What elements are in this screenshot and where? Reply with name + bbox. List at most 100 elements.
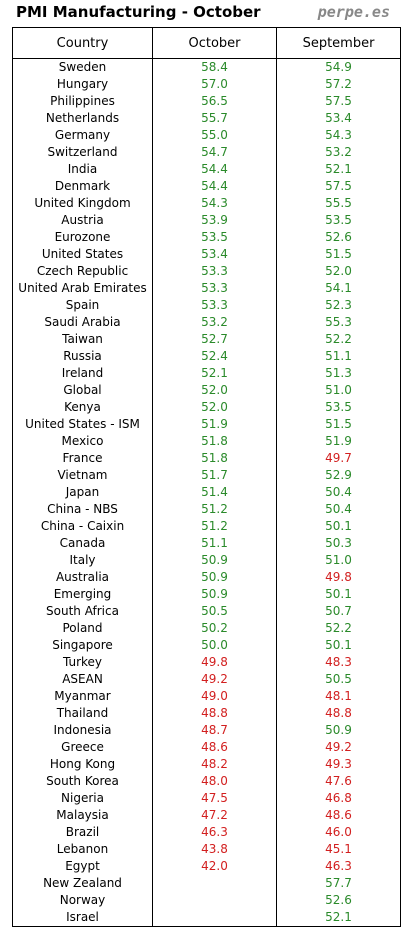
- october-value: 47.5: [152, 790, 277, 807]
- table-row: Germany 55.0 54.3: [12, 127, 401, 144]
- table-row: Eurozone 53.5 52.6: [12, 229, 401, 246]
- table-row: Russia 52.4 51.1: [12, 348, 401, 365]
- september-value: 51.1: [276, 348, 401, 365]
- table-row: ASEAN 49.2 50.5: [12, 671, 401, 688]
- september-value: 46.3: [276, 858, 401, 875]
- header-september: September: [276, 27, 401, 59]
- country-cell: Indonesia: [12, 722, 153, 739]
- october-value: 53.5: [152, 229, 277, 246]
- country-cell: United Arab Emirates: [12, 280, 153, 297]
- table-row: Myanmar 49.0 48.1: [12, 688, 401, 705]
- header-country: Country: [12, 27, 153, 59]
- october-value: [152, 875, 277, 892]
- september-value: 48.6: [276, 807, 401, 824]
- september-value: 50.4: [276, 501, 401, 518]
- table-row: Japan 51.4 50.4: [12, 484, 401, 501]
- table-row: United States - ISM 51.9 51.5: [12, 416, 401, 433]
- table-row: Malaysia 47.2 48.6: [12, 807, 401, 824]
- october-value: 51.2: [152, 501, 277, 518]
- september-value: 46.8: [276, 790, 401, 807]
- september-value: 52.6: [276, 892, 401, 909]
- october-value: 51.2: [152, 518, 277, 535]
- october-value: 48.0: [152, 773, 277, 790]
- september-value: 54.9: [276, 58, 401, 76]
- october-value: 58.4: [152, 58, 277, 76]
- october-value: 53.3: [152, 297, 277, 314]
- october-value: 51.8: [152, 433, 277, 450]
- october-value: 48.7: [152, 722, 277, 739]
- country-cell: Philippines: [12, 93, 153, 110]
- table-row: Greece 48.6 49.2: [12, 739, 401, 756]
- country-cell: Australia: [12, 569, 153, 586]
- september-value: 50.1: [276, 518, 401, 535]
- october-value: 50.9: [152, 569, 277, 586]
- table-row: Canada 51.1 50.3: [12, 535, 401, 552]
- header-row: Country October September: [12, 27, 401, 59]
- table-row: Sweden 58.4 54.9: [12, 58, 401, 76]
- country-cell: Russia: [12, 348, 153, 365]
- october-value: 52.1: [152, 365, 277, 382]
- table-row: Saudi Arabia 53.2 55.3: [12, 314, 401, 331]
- september-value: 50.7: [276, 603, 401, 620]
- september-value: 57.5: [276, 178, 401, 195]
- table-row: United States 53.4 51.5: [12, 246, 401, 263]
- country-cell: Eurozone: [12, 229, 153, 246]
- october-value: 54.3: [152, 195, 277, 212]
- country-cell: Vietnam: [12, 467, 153, 484]
- country-cell: Canada: [12, 535, 153, 552]
- table-row: Australia 50.9 49.8: [12, 569, 401, 586]
- october-value: 48.8: [152, 705, 277, 722]
- table-row: China - Caixin 51.2 50.1: [12, 518, 401, 535]
- september-value: 57.5: [276, 93, 401, 110]
- country-cell: Taiwan: [12, 331, 153, 348]
- october-value: 48.2: [152, 756, 277, 773]
- september-value: 50.1: [276, 637, 401, 654]
- september-value: 52.9: [276, 467, 401, 484]
- september-value: 52.0: [276, 263, 401, 280]
- country-cell: South Africa: [12, 603, 153, 620]
- country-cell: Myanmar: [12, 688, 153, 705]
- october-value: 51.4: [152, 484, 277, 501]
- october-value: 51.9: [152, 416, 277, 433]
- october-value: 49.8: [152, 654, 277, 671]
- table-row: South Korea 48.0 47.6: [12, 773, 401, 790]
- table-row: Austria 53.9 53.5: [12, 212, 401, 229]
- table-row: Taiwan 52.7 52.2: [12, 331, 401, 348]
- september-value: 51.3: [276, 365, 401, 382]
- october-value: 49.0: [152, 688, 277, 705]
- september-value: 50.3: [276, 535, 401, 552]
- country-cell: Saudi Arabia: [12, 314, 153, 331]
- september-value: 53.5: [276, 212, 401, 229]
- table-row: New Zealand 57.7: [12, 875, 401, 892]
- october-value: 57.0: [152, 76, 277, 93]
- country-cell: Global: [12, 382, 153, 399]
- october-value: 53.4: [152, 246, 277, 263]
- table-row: Denmark 54.4 57.5: [12, 178, 401, 195]
- table-row: United Kingdom 54.3 55.5: [12, 195, 401, 212]
- table-row: Kenya 52.0 53.5: [12, 399, 401, 416]
- september-value: 52.3: [276, 297, 401, 314]
- september-value: 51.5: [276, 416, 401, 433]
- september-value: 48.3: [276, 654, 401, 671]
- country-cell: United States: [12, 246, 153, 263]
- table-row: Global 52.0 51.0: [12, 382, 401, 399]
- september-value: 52.1: [276, 161, 401, 178]
- country-cell: United Kingdom: [12, 195, 153, 212]
- country-cell: Malaysia: [12, 807, 153, 824]
- september-value: 57.2: [276, 76, 401, 93]
- table-row: Ireland 52.1 51.3: [12, 365, 401, 382]
- country-cell: United States - ISM: [12, 416, 153, 433]
- september-value: 55.5: [276, 195, 401, 212]
- october-value: 54.4: [152, 178, 277, 195]
- table-row: Indonesia 48.7 50.9: [12, 722, 401, 739]
- october-value: 52.0: [152, 399, 277, 416]
- country-cell: Greece: [12, 739, 153, 756]
- october-value: [152, 909, 277, 927]
- table-row: Brazil 46.3 46.0: [12, 824, 401, 841]
- table-row: Thailand 48.8 48.8: [12, 705, 401, 722]
- september-value: 49.2: [276, 739, 401, 756]
- september-value: 52.2: [276, 331, 401, 348]
- september-value: 50.4: [276, 484, 401, 501]
- country-cell: Poland: [12, 620, 153, 637]
- october-value: 56.5: [152, 93, 277, 110]
